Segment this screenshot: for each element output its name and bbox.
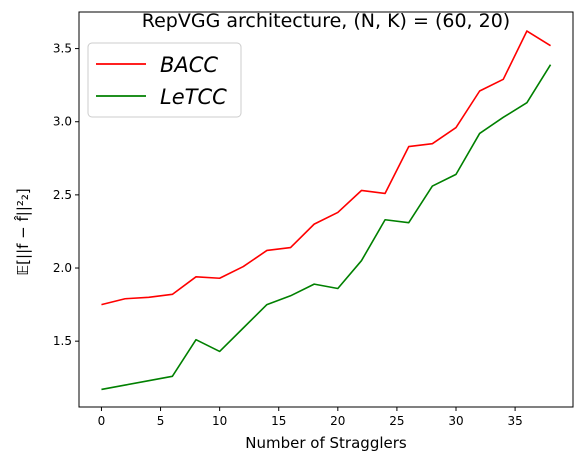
x-tick-label: 30 <box>448 414 463 428</box>
series-line-bacc <box>101 30 551 306</box>
y-axis-label: 𝔼[||f − f̂||²₂] <box>13 188 32 276</box>
axis-ticks: 0 5 10 15 20 25 30 35 1.5 2.0 2.5 3.0 3.5 <box>53 42 523 428</box>
y-axis-label-group: 𝔼[||f − f̂||²₂] <box>13 188 32 276</box>
x-tick-label: 20 <box>330 414 345 428</box>
chart-title: RepVGG architecture, (N, K) = (60, 20) <box>142 10 510 32</box>
x-axis-label: Number of Stragglers <box>245 434 407 452</box>
legend-box <box>87 42 242 118</box>
legend: BACC LeTCC <box>87 42 242 118</box>
y-tick-label: 3.5 <box>53 42 72 56</box>
x-tick-label: 0 <box>98 414 106 428</box>
legend-label-bacc: BACC <box>160 53 218 77</box>
y-tick-label: 3.0 <box>53 115 72 129</box>
y-tick-label: 2.5 <box>53 188 72 202</box>
legend-label-letcc: LeTCC <box>160 85 227 109</box>
y-tick-label: 1.5 <box>53 334 72 348</box>
y-tick-label: 2.0 <box>53 261 72 275</box>
x-tick-label: 5 <box>157 414 165 428</box>
series-line-letcc <box>101 64 552 391</box>
x-tick-label: 15 <box>271 414 286 428</box>
axes-frame <box>78 11 574 408</box>
plot-area <box>101 30 552 391</box>
x-tick-label: 25 <box>389 414 404 428</box>
x-tick-label: 35 <box>507 414 522 428</box>
x-tick-label: 10 <box>212 414 227 428</box>
